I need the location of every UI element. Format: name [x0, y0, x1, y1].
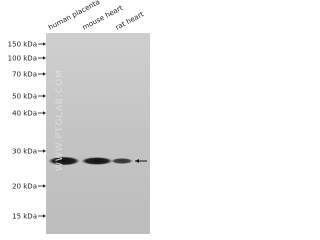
- band-arrow: [135, 159, 147, 163]
- band: [81, 157, 113, 165]
- band: [48, 156, 80, 166]
- marker-arrowhead: [43, 42, 46, 46]
- marker-label: 70 kDa: [12, 71, 37, 79]
- marker-label: 40 kDa: [12, 110, 37, 118]
- marker-label: 15 kDa: [12, 213, 37, 221]
- membrane: [46, 33, 150, 234]
- marker-arrowhead: [43, 56, 46, 60]
- watermark: WWW.PTGLAB.COM: [55, 69, 65, 171]
- marker-arrowhead: [43, 214, 46, 218]
- marker-label: 150 kDa: [8, 41, 37, 49]
- band: [111, 158, 133, 164]
- marker-label: 20 kDa: [12, 183, 37, 191]
- marker-label: 30 kDa: [12, 148, 37, 156]
- marker-arrowhead: [43, 72, 46, 76]
- marker-arrowhead: [43, 111, 46, 115]
- marker-arrowhead: [43, 94, 46, 98]
- marker-label: 100 kDa: [8, 55, 37, 63]
- marker-arrowhead: [43, 184, 46, 188]
- marker-arrowhead: [43, 149, 46, 153]
- marker-label: 50 kDa: [12, 93, 37, 101]
